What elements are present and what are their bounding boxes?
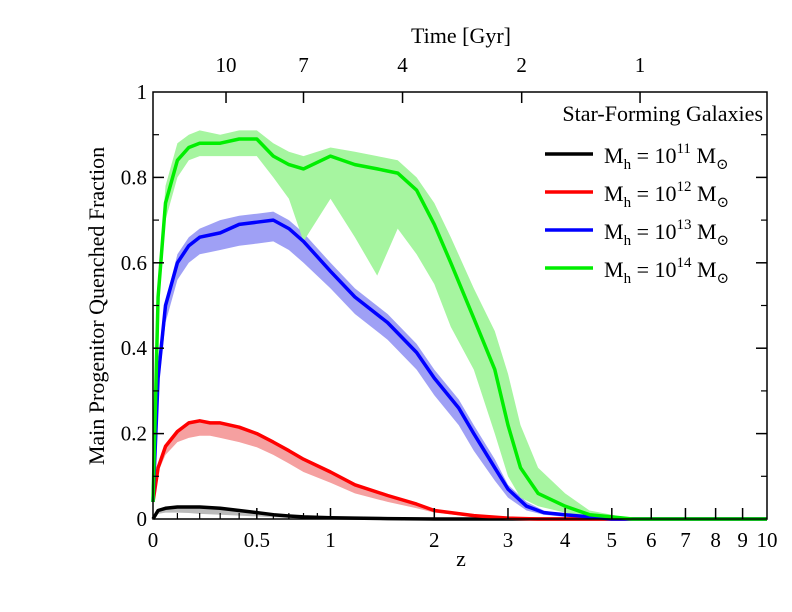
legend-title: Star-Forming Galaxies	[562, 101, 763, 126]
axis-ticks	[153, 92, 767, 519]
x-tick-label: 8	[710, 528, 721, 552]
y-tick-label: 0.6	[121, 251, 147, 275]
top-tick-label: 4	[397, 53, 408, 77]
x-tick-label: 6	[646, 528, 657, 552]
series-line-4	[151, 137, 767, 521]
x-tick-label: 0	[148, 528, 159, 552]
x-axis-label: z	[456, 546, 466, 571]
x-tick-label: 5	[607, 528, 618, 552]
y-tick-label: 0.8	[121, 165, 147, 189]
legend-label-2: Mh = 1012 M⊙	[604, 179, 729, 211]
legend: Star-Forming Galaxies Mh = 1011 M⊙ Mh = 1…	[545, 101, 763, 287]
x-tick-label: 2	[429, 528, 440, 552]
series-line-2	[151, 419, 767, 521]
legend-label-4: Mh = 1014 M⊙	[604, 255, 729, 287]
x-tick-label: 4	[560, 528, 571, 552]
series-band-3	[153, 211, 767, 519]
legend-label-3: Mh = 1013 M⊙	[604, 217, 729, 249]
x-tick-label: 1	[325, 528, 336, 552]
top-tick-label: 10	[216, 53, 237, 77]
top-axis-label: Time [Gyr]	[411, 23, 511, 48]
y-tick-label: 0.4	[121, 336, 148, 360]
x-tick-label: 0.5	[244, 528, 270, 552]
y-tick-label: 0.2	[121, 422, 147, 446]
series-line-3	[151, 218, 767, 521]
x-tick-label: 7	[680, 528, 691, 552]
top-tick-label: 7	[298, 53, 309, 77]
x-tick-label: 10	[757, 528, 778, 552]
y-tick-label: 1	[137, 80, 148, 104]
series-band-2	[153, 420, 767, 519]
legend-label-1: Mh = 1011 M⊙	[604, 141, 729, 173]
top-tick-label: 1	[635, 53, 646, 77]
x-tick-label: 9	[737, 528, 748, 552]
y-axis-label: Main Progenitor Quenched Fraction	[84, 147, 109, 465]
top-tick-label: 2	[516, 53, 527, 77]
x-tick-label: 3	[503, 528, 514, 552]
series-band-4	[153, 130, 767, 519]
y-tick-label: 0	[137, 507, 148, 531]
